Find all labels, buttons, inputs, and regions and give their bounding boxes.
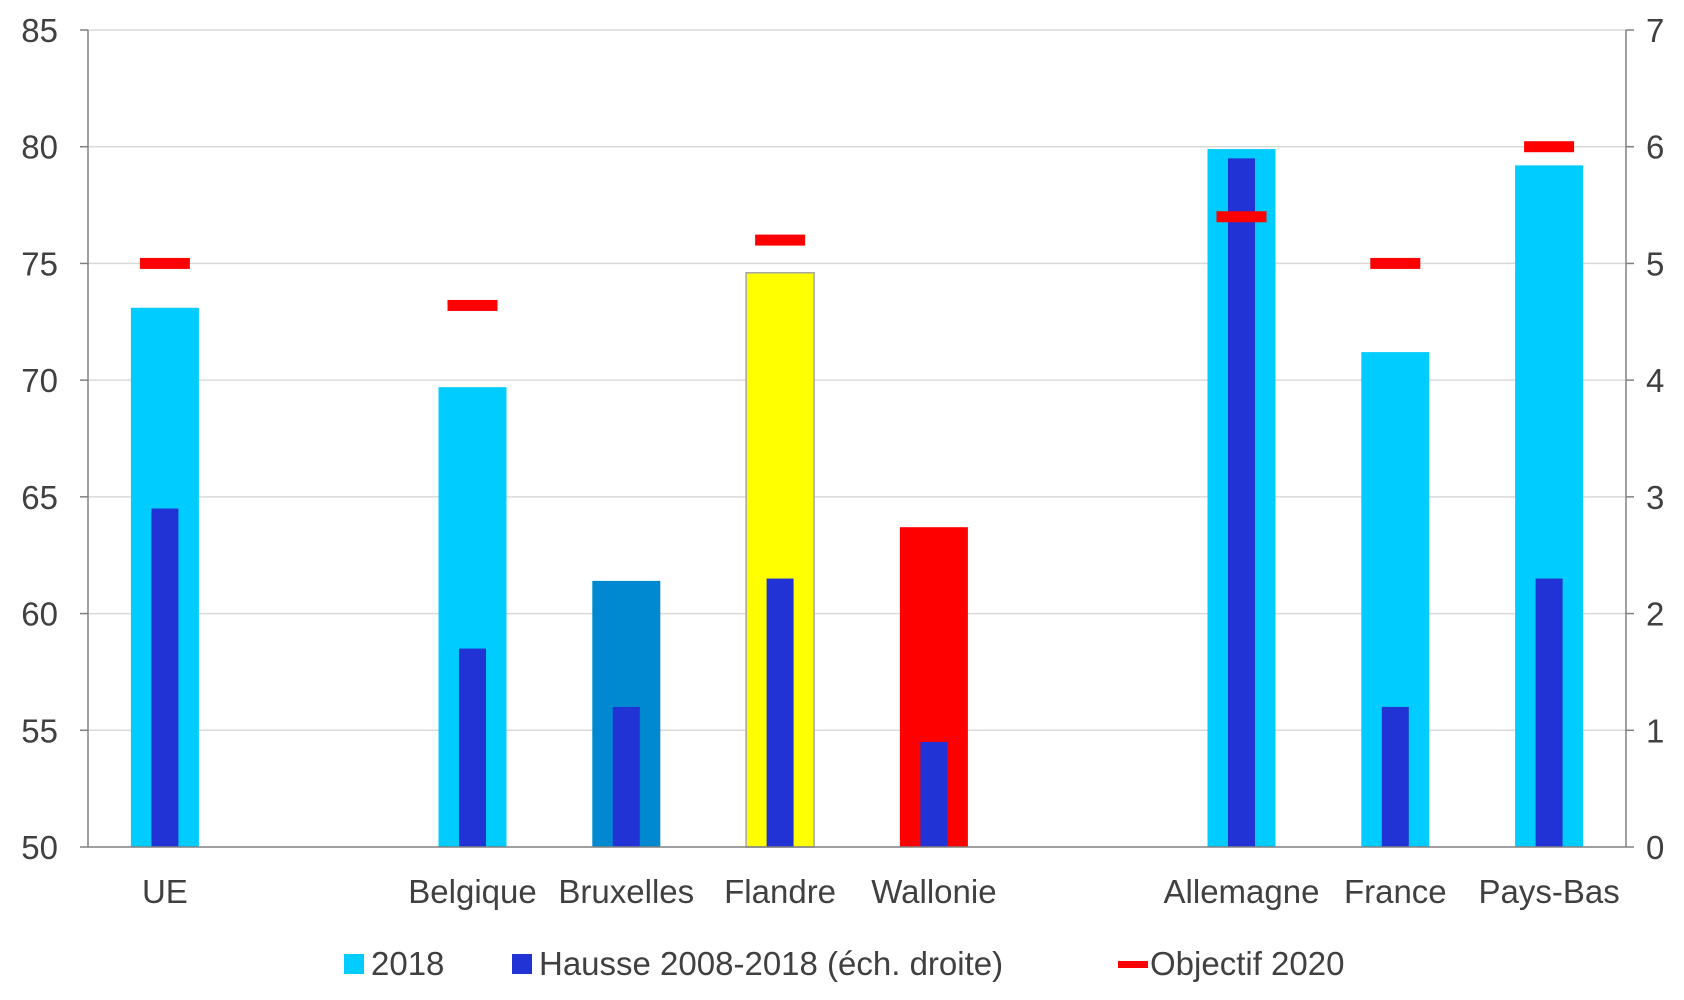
y-right-tick-label: 5 bbox=[1646, 245, 1664, 282]
legend-label-2018: 2018 bbox=[371, 945, 444, 982]
legend-label-objective: Objectif 2020 bbox=[1150, 945, 1344, 982]
legend-label-increase: Hausse 2008-2018 (éch. droite) bbox=[539, 945, 1003, 982]
x-tick-label: Belgique bbox=[408, 873, 536, 910]
objective-marker bbox=[1216, 211, 1267, 223]
tick-labels: 50 55 60 65 70 75 80 85 0 1 2 3 4 5 6 7 UE Belgique Bruxel… bbox=[21, 12, 1664, 910]
y-right-tick-label: 0 bbox=[1646, 829, 1664, 866]
objective-marker bbox=[447, 299, 498, 311]
gridlines bbox=[88, 29, 1626, 732]
y-left-tick-label: 65 bbox=[21, 479, 58, 516]
y-right-tick-label: 2 bbox=[1646, 596, 1664, 633]
bar-increase bbox=[766, 578, 794, 847]
legend-swatch-2018 bbox=[344, 954, 364, 974]
bar-increase bbox=[459, 648, 486, 847]
objective-marker bbox=[755, 234, 806, 246]
bar-increase bbox=[1228, 158, 1255, 847]
y-right-tick-label: 3 bbox=[1646, 479, 1664, 516]
bar-increase bbox=[920, 741, 948, 847]
y-left-tick-label: 50 bbox=[21, 829, 58, 866]
y-right-tick-label: 7 bbox=[1646, 12, 1664, 49]
y-left-tick-label: 70 bbox=[21, 362, 58, 399]
bar-increase bbox=[1535, 578, 1563, 847]
legend-swatch-increase bbox=[512, 954, 532, 974]
bars bbox=[130, 141, 1584, 848]
y-left-tick-label: 55 bbox=[21, 712, 58, 749]
x-tick-label: Pays-Bas bbox=[1478, 873, 1619, 910]
bar-increase bbox=[612, 706, 640, 847]
legend-swatch-objective bbox=[1118, 961, 1148, 968]
bar-increase bbox=[151, 508, 179, 847]
x-tick-label: Allemagne bbox=[1164, 873, 1320, 910]
y-right-tick-label: 6 bbox=[1646, 129, 1664, 166]
legend: 2018 Hausse 2008-2018 (éch. droite) Object… bbox=[344, 945, 1344, 982]
y-left-tick-label: 75 bbox=[21, 245, 58, 282]
objective-marker bbox=[1524, 141, 1575, 153]
axes bbox=[80, 29, 1634, 848]
x-tick-label: France bbox=[1344, 873, 1447, 910]
y-left-tick-label: 60 bbox=[21, 596, 58, 633]
y-right-tick-label: 1 bbox=[1646, 712, 1664, 749]
bar-increase bbox=[1381, 706, 1409, 847]
objective-marker bbox=[1370, 257, 1421, 269]
y-left-tick-label: 80 bbox=[21, 129, 58, 166]
x-tick-label: UE bbox=[142, 873, 188, 910]
y-right-tick-label: 4 bbox=[1646, 362, 1664, 399]
y-left-tick-label: 85 bbox=[21, 12, 58, 49]
objective-marker bbox=[139, 257, 190, 269]
x-tick-label: Flandre bbox=[724, 873, 836, 910]
x-tick-label: Bruxelles bbox=[558, 873, 694, 910]
x-tick-label: Wallonie bbox=[871, 873, 996, 910]
